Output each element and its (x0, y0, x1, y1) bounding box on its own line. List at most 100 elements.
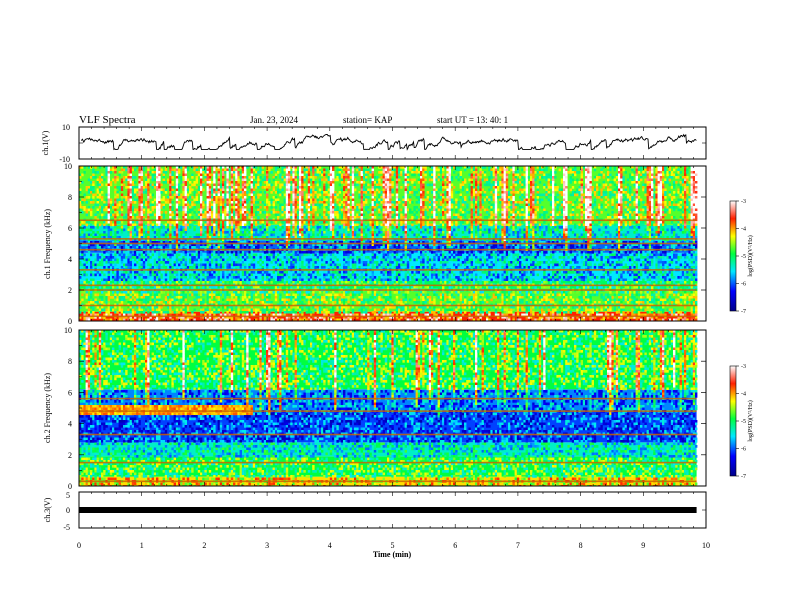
spectrogram-cell (244, 313, 247, 317)
spectrogram-cell (160, 286, 163, 289)
spectrogram-cell (96, 293, 99, 297)
spectrogram-cell (208, 263, 212, 267)
spectrogram-cell (307, 233, 311, 237)
spectrogram-cell (158, 286, 161, 289)
spectrogram-cell (230, 166, 234, 169)
spectrogram-cell (277, 278, 280, 282)
spectrogram-cell (250, 253, 253, 257)
spectrogram-cell (158, 311, 161, 314)
spectrogram-cell (312, 246, 315, 249)
spectrogram-cell (310, 311, 313, 314)
spectrogram-cell (263, 228, 267, 232)
spectrogram-cell (338, 176, 341, 179)
spectrogram-cell (118, 198, 121, 202)
spectrogram-cell (294, 213, 297, 217)
spectrogram-cell (147, 276, 150, 279)
spectrogram-cell (164, 261, 168, 264)
spectrogram-cell (301, 291, 304, 294)
spectrogram-cell (107, 208, 110, 212)
spectrogram-cell (90, 278, 93, 282)
spectrogram-cell (252, 191, 256, 194)
spectrogram-cell (142, 286, 146, 289)
spectrogram-cell (303, 211, 306, 214)
spectrogram-cell (175, 261, 179, 264)
spectrogram-cell (79, 201, 82, 204)
spectrogram-cell (120, 301, 124, 304)
spectrogram-cell (334, 263, 337, 267)
spectrogram-cell (213, 266, 216, 269)
spectrogram-cell (160, 183, 163, 187)
spectrogram-cell (129, 271, 132, 274)
spectrogram-cell (312, 191, 315, 194)
spectrogram-cell (270, 198, 273, 202)
spectrogram-cell (307, 216, 311, 219)
spectrogram-cell (90, 263, 93, 267)
spectrogram-cell (224, 238, 227, 242)
spectrogram-cell (338, 271, 341, 274)
spectrogram-cell (156, 296, 159, 299)
spectrogram-cell (312, 226, 315, 229)
spectrogram-cell (312, 296, 315, 299)
spectrogram-cell (153, 171, 157, 174)
spectrogram-cell (343, 193, 346, 197)
spectrogram-cell (136, 231, 139, 234)
spectrogram-cell (219, 223, 223, 227)
spectrogram-cell (98, 196, 102, 199)
spectrogram-cell (222, 196, 225, 199)
spectrogram-cell (208, 196, 212, 199)
spectrogram-cell (241, 271, 245, 274)
spectrogram-cell (164, 266, 168, 269)
spectrogram-cell (279, 271, 282, 274)
spectrogram-cell (101, 211, 104, 214)
spectrogram-cell (283, 231, 286, 234)
spectrogram-cell (200, 223, 203, 227)
spectrogram-cell (90, 226, 93, 229)
spectrogram-cell (160, 226, 163, 229)
spectrogram-cell (226, 318, 229, 321)
spectrogram-cell (340, 216, 344, 219)
spectrogram-cell (230, 311, 234, 314)
spectrogram-cell (162, 261, 165, 264)
spectrogram-cell (208, 176, 212, 179)
spectrogram-cell (175, 271, 179, 274)
spectrogram-cell (299, 228, 302, 232)
spectrogram-cell (109, 201, 113, 204)
spectrogram-cell (305, 258, 308, 262)
spectrogram-cell (164, 223, 168, 227)
spectrogram-cell (114, 183, 117, 187)
spectrogram-cell (219, 188, 223, 192)
spectrogram-cell (226, 188, 229, 192)
spectrogram-cell (105, 168, 108, 172)
spectrogram-cell (142, 231, 146, 234)
spectrogram-cell (217, 238, 220, 242)
spectrogram-cell (294, 233, 297, 237)
spectrogram-cell (296, 176, 300, 179)
spectrogram-cell (294, 258, 297, 262)
spectrogram-cell (250, 301, 253, 304)
spectrogram-cell (230, 258, 234, 262)
spectrogram-cell (213, 286, 216, 289)
spectrogram-cell (96, 301, 99, 304)
spectrogram-cell (257, 271, 260, 274)
spectrogram-cell (191, 183, 194, 187)
spectrogram-cell (321, 171, 324, 174)
spectrogram-cell (169, 266, 172, 269)
spectrogram-cell (292, 278, 295, 282)
spectrogram-cell (140, 246, 143, 249)
spectrogram-cell (248, 213, 251, 217)
spectrogram-cell (235, 246, 238, 249)
spectrogram-cell (252, 228, 256, 232)
spectrogram-cell (204, 313, 207, 317)
spectrogram-cell (127, 183, 130, 187)
spectrogram-cell (156, 238, 159, 242)
spectrogram-cell (224, 261, 227, 264)
spectrogram-cell (103, 273, 106, 277)
spectrogram-cell (217, 233, 220, 237)
spectrogram-cell (274, 213, 278, 217)
spectrogram-cell (206, 173, 209, 177)
spectrogram-cell (151, 271, 154, 274)
spectrogram-cell (140, 291, 143, 294)
spectrogram-cell (200, 231, 203, 234)
spectrogram-cell (109, 296, 113, 299)
spectrogram-cell (266, 296, 269, 299)
